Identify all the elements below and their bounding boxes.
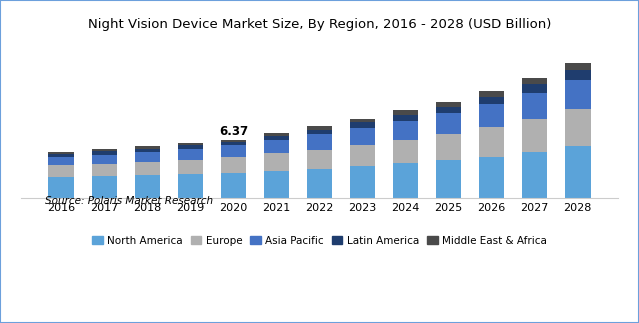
Bar [91, 149, 118, 151]
Bar [49, 157, 74, 165]
Bar [565, 80, 590, 109]
Bar [49, 154, 74, 157]
Bar [565, 70, 590, 80]
Title: Night Vision Device Market Size, By Region, 2016 - 2028 (USD Billion): Night Vision Device Market Size, By Regi… [88, 18, 551, 31]
Bar [436, 102, 461, 107]
Bar [178, 145, 203, 149]
Bar [436, 113, 461, 134]
Bar [178, 160, 203, 174]
Text: Source: Polaris Market Research: Source: Polaris Market Research [45, 196, 213, 206]
Bar [350, 166, 376, 198]
Bar [350, 122, 376, 128]
Bar [49, 177, 74, 198]
Bar [479, 128, 504, 157]
Bar [220, 142, 247, 145]
Bar [479, 97, 504, 104]
Bar [263, 153, 289, 171]
Bar [479, 104, 504, 128]
Bar [220, 172, 247, 198]
Bar [91, 154, 118, 164]
Bar [135, 162, 160, 175]
Bar [521, 92, 548, 119]
Bar [307, 130, 332, 134]
Bar [479, 91, 504, 97]
Bar [436, 107, 461, 113]
Bar [392, 115, 419, 121]
Bar [521, 119, 548, 151]
Bar [392, 121, 419, 140]
Bar [220, 140, 247, 142]
Bar [436, 161, 461, 198]
Bar [135, 152, 160, 162]
Bar [49, 152, 74, 154]
Bar [521, 84, 548, 92]
Bar [91, 164, 118, 176]
Bar [565, 63, 590, 70]
Bar [307, 134, 332, 150]
Bar [307, 150, 332, 169]
Bar [178, 149, 203, 160]
Bar [565, 109, 590, 146]
Bar [479, 157, 504, 198]
Bar [49, 165, 74, 177]
Bar [350, 119, 376, 122]
Bar [263, 136, 289, 140]
Bar [135, 175, 160, 198]
Bar [220, 157, 247, 172]
Bar [135, 146, 160, 149]
Bar [436, 134, 461, 161]
Bar [307, 169, 332, 198]
Bar [521, 151, 548, 198]
Legend: North America, Europe, Asia Pacific, Latin America, Middle East & Africa: North America, Europe, Asia Pacific, Lat… [88, 231, 551, 250]
Bar [91, 151, 118, 154]
Bar [263, 133, 289, 136]
Bar [178, 174, 203, 198]
Bar [178, 143, 203, 145]
Bar [350, 128, 376, 145]
Bar [392, 163, 419, 198]
Bar [220, 145, 247, 157]
Bar [263, 140, 289, 153]
Bar [135, 149, 160, 152]
Bar [307, 126, 332, 130]
Bar [392, 140, 419, 163]
Text: 6.37: 6.37 [219, 125, 248, 138]
Bar [392, 110, 419, 115]
Bar [521, 78, 548, 84]
Bar [91, 176, 118, 198]
Bar [350, 145, 376, 166]
Bar [565, 146, 590, 198]
Bar [263, 171, 289, 198]
